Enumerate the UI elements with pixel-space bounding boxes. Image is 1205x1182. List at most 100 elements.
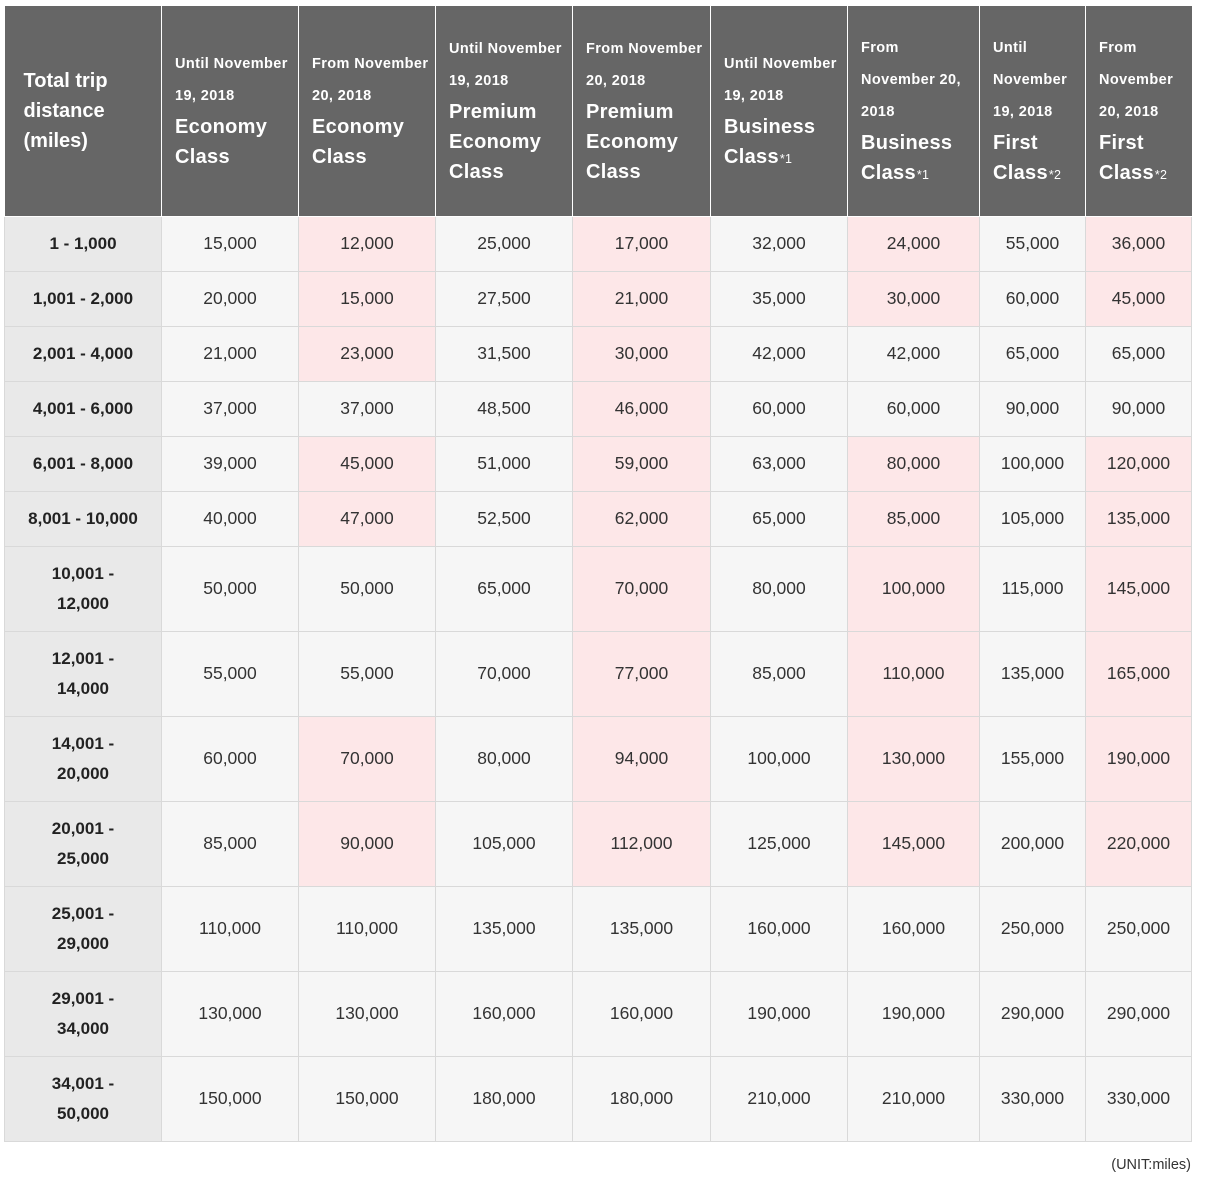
award-miles-table: Total trip distance (miles) Until Novemb… (4, 6, 1192, 1142)
miles-cell: 112,000 (572, 800, 711, 887)
miles-cell: 35,000 (710, 270, 848, 327)
miles-cell: 130,000 (847, 715, 980, 802)
header-footnote-mark: *2 (1048, 167, 1062, 182)
header-footnote-mark: *1 (779, 151, 793, 166)
table-row: 12,001 - 14,000 55,000 55,000 70,000 77,000 8… (4, 630, 1192, 717)
miles-cell: 135,000 (572, 885, 711, 972)
distance-cell: 34,001 - 50,000 (4, 1055, 162, 1142)
header-date: Until November 19, 2018 (993, 39, 1068, 120)
miles-cell: 290,000 (1085, 970, 1192, 1057)
miles-cell: 200,000 (979, 800, 1086, 887)
miles-cell: 23,000 (298, 325, 436, 382)
miles-cell: 80,000 (710, 545, 848, 632)
miles-cell: 180,000 (572, 1055, 711, 1142)
header-class: Economy Class (175, 112, 292, 174)
miles-cell: 24,000 (847, 215, 980, 272)
header-footnote-mark: *1 (916, 167, 930, 182)
header-class: First Class*2 (1099, 128, 1186, 190)
miles-cell: 60,000 (979, 270, 1086, 327)
miles-cell: 80,000 (847, 435, 980, 492)
miles-cell: 17,000 (572, 215, 711, 272)
miles-cell: 25,000 (435, 215, 573, 272)
miles-cell: 65,000 (435, 545, 573, 632)
table-row: 14,001 - 20,000 60,000 70,000 80,000 94,000 1… (4, 715, 1192, 802)
miles-cell: 100,000 (979, 435, 1086, 492)
header-class-label: Economy Class (312, 115, 405, 168)
header-class: Premium Economy Class (449, 97, 566, 189)
miles-cell: 42,000 (847, 325, 980, 382)
header-class: Business Class*1 (724, 112, 841, 174)
miles-cell: 90,000 (979, 380, 1086, 437)
miles-cell: 59,000 (572, 435, 711, 492)
miles-cell: 48,500 (435, 380, 573, 437)
miles-cell: 60,000 (161, 715, 299, 802)
miles-cell: 100,000 (710, 715, 848, 802)
miles-cell: 65,000 (979, 325, 1086, 382)
miles-cell: 39,000 (161, 435, 299, 492)
miles-cell: 65,000 (1085, 325, 1192, 382)
miles-cell: 30,000 (572, 325, 711, 382)
miles-cell: 94,000 (572, 715, 711, 802)
header-column: From November 20, 2018 Premium Economy Cl… (572, 6, 711, 217)
miles-cell: 190,000 (1085, 715, 1192, 802)
header-class-label: Business Class (861, 131, 953, 184)
distance-cell: 12,001 - 14,000 (4, 630, 162, 717)
miles-cell: 110,000 (847, 630, 980, 717)
miles-cell: 50,000 (161, 545, 299, 632)
miles-cell: 250,000 (1085, 885, 1192, 972)
distance-cell: 2,001 - 4,000 (4, 325, 162, 382)
distance-cell: 10,001 - 12,000 (4, 545, 162, 632)
table-row: 29,001 - 34,000 130,000 130,000 160,000 160,… (4, 970, 1192, 1057)
miles-cell: 42,000 (710, 325, 848, 382)
miles-cell: 165,000 (1085, 630, 1192, 717)
miles-cell: 20,000 (161, 270, 299, 327)
distance-cell: 1 - 1,000 (4, 215, 162, 272)
miles-cell: 85,000 (710, 630, 848, 717)
unit-note: (UNIT:miles) (1111, 1157, 1191, 1173)
table-row: 8,001 - 10,000 40,000 47,000 52,500 62,000 65… (4, 490, 1192, 547)
table-row: 34,001 - 50,000 150,000 150,000 180,000 180,… (4, 1055, 1192, 1142)
distance-cell: 25,001 - 29,000 (4, 885, 162, 972)
header-distance-label: Total trip distance (miles) (23, 69, 108, 152)
miles-cell: 47,000 (298, 490, 436, 547)
header-column: Until November 19, 2018 Business Class*1 (710, 6, 848, 217)
header-column: Until November 19, 2018 Economy Class (161, 6, 299, 217)
header-footnote-mark: *2 (1154, 167, 1168, 182)
miles-cell: 21,000 (572, 270, 711, 327)
header-class: Premium Economy Class (586, 97, 704, 189)
miles-cell: 37,000 (298, 380, 436, 437)
miles-cell: 210,000 (710, 1055, 848, 1142)
header-class-label: Premium Economy Class (449, 100, 542, 183)
miles-cell: 120,000 (1085, 435, 1192, 492)
header-date: Until November 19, 2018 (724, 55, 837, 104)
table-row: 10,001 - 12,000 50,000 50,000 65,000 70,000 8… (4, 545, 1192, 632)
miles-cell: 145,000 (847, 800, 980, 887)
miles-cell: 125,000 (710, 800, 848, 887)
header-date: From November 20, 2018 (312, 55, 429, 104)
miles-cell: 63,000 (710, 435, 848, 492)
miles-cell: 330,000 (979, 1055, 1086, 1142)
miles-cell: 70,000 (435, 630, 573, 717)
miles-cell: 70,000 (298, 715, 436, 802)
miles-cell: 85,000 (847, 490, 980, 547)
miles-cell: 135,000 (435, 885, 573, 972)
miles-cell: 60,000 (710, 380, 848, 437)
miles-cell: 110,000 (161, 885, 299, 972)
miles-cell: 30,000 (847, 270, 980, 327)
miles-cell: 85,000 (161, 800, 299, 887)
miles-cell: 65,000 (710, 490, 848, 547)
miles-cell: 45,000 (1085, 270, 1192, 327)
miles-cell: 37,000 (161, 380, 299, 437)
miles-cell: 60,000 (847, 380, 980, 437)
miles-cell: 36,000 (1085, 215, 1192, 272)
header-date: From November 20, 2018 (1099, 39, 1174, 120)
miles-cell: 190,000 (847, 970, 980, 1057)
header-distance: Total trip distance (miles) (4, 6, 162, 217)
miles-cell: 180,000 (435, 1055, 573, 1142)
miles-cell: 50,000 (298, 545, 436, 632)
header-class: Business Class*1 (861, 128, 973, 190)
miles-cell: 105,000 (435, 800, 573, 887)
table-row: 4,001 - 6,000 37,000 37,000 48,500 46,000 60,… (4, 380, 1192, 437)
miles-cell: 62,000 (572, 490, 711, 547)
header-class-label: Premium Economy Class (586, 100, 679, 183)
